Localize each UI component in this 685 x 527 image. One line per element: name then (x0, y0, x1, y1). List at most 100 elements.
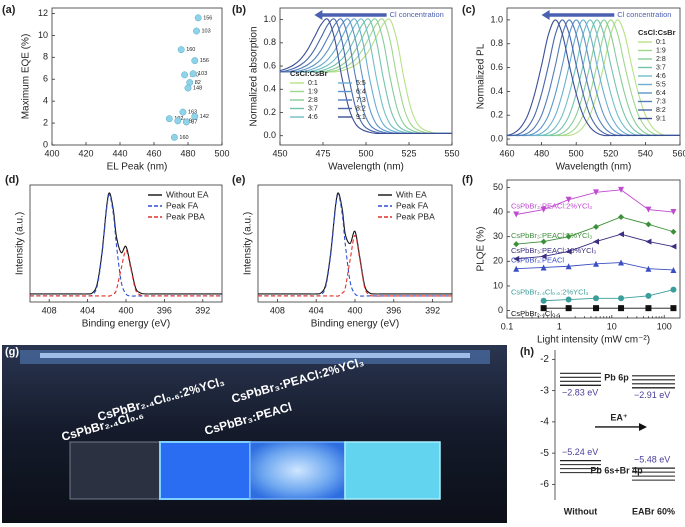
point-label: 148 (193, 85, 202, 91)
point (193, 27, 200, 35)
marker (593, 189, 600, 196)
point-label: 82 (195, 80, 201, 86)
plot-frame (506, 179, 681, 319)
marker (540, 297, 547, 304)
x-tick-label: 480 (180, 148, 195, 158)
point-label: 156 (203, 15, 212, 21)
y-tick-label: 20 (493, 256, 503, 266)
legend-label: 2:8 (656, 56, 666, 63)
panel-label: (e) (232, 174, 246, 186)
legend-label: 7:3 (656, 98, 666, 105)
point (184, 84, 192, 92)
point (194, 14, 202, 22)
marker (593, 238, 600, 245)
marker (670, 305, 677, 312)
legend-label: 8:2 (356, 105, 366, 112)
marker (670, 243, 677, 250)
y-axis-label: Intensity (a.u.) (15, 212, 26, 275)
x-tick-label: 392 (195, 305, 210, 315)
point-label: 87 (191, 119, 197, 125)
annotation-arrowhead (541, 10, 550, 20)
x-tick-label: 400 (118, 305, 133, 315)
x-tick-label: 540 (638, 148, 653, 158)
level-label: −5.24 eV (562, 447, 598, 457)
marker (645, 221, 652, 228)
x-axis-label: Wavelength (nm) (556, 162, 632, 173)
y-tick-label: 0.4 (490, 86, 503, 96)
x-tick-label: 404 (309, 305, 324, 315)
marker (618, 186, 625, 193)
y-tick-label: -6 (540, 479, 549, 490)
y-tick-label: 1.0 (263, 14, 276, 24)
level-label: −2.83 eV (562, 388, 598, 398)
y-axis-label: Normalized PL (476, 43, 487, 109)
slide (69, 441, 161, 500)
point-label: 103 (202, 28, 211, 34)
y-axis-label: PLQE (%) (476, 226, 487, 271)
x-tick-label: 400 (44, 148, 59, 158)
y-axis-label: Intensity (a.u.) (243, 212, 254, 275)
x-tick-label: 404 (80, 305, 95, 315)
annotation-arrowhead (314, 10, 323, 20)
series-label: CsPbBr₃:PEACl:10%YCl₃ (511, 246, 596, 255)
x-tick-label: 525 (401, 148, 416, 158)
legend-label: Peak PBA (396, 211, 435, 221)
y-tick-label: 12 (38, 8, 48, 18)
y-tick-label: 10 (493, 280, 503, 290)
panel-label: (a) (2, 4, 16, 16)
x-tick-label: 460 (146, 148, 161, 158)
marker (540, 264, 547, 271)
x-tick-label: 396 (386, 305, 401, 315)
marker (565, 196, 572, 203)
y-tick-label: -5 (540, 448, 549, 459)
point (191, 113, 199, 120)
point-label: 156 (200, 58, 209, 64)
marker (540, 253, 547, 260)
marker (670, 286, 677, 293)
marker (513, 211, 520, 218)
point (165, 115, 173, 123)
series-label: CsPbBr₃:PEACl:5%YCl₃ (511, 231, 592, 240)
x-axis-label: Light intensity (mW cm⁻²) (537, 335, 650, 346)
marker (618, 305, 625, 312)
y-tick-label: 0.0 (263, 130, 276, 140)
marker (618, 259, 625, 266)
plot-frame (506, 7, 681, 146)
y-axis-label: Maximum EQE (%) (21, 34, 32, 120)
y-tick-label: 0.8 (263, 37, 276, 47)
x-tick-label: 1 (557, 321, 562, 331)
marker (618, 231, 625, 238)
x-tick-label: 500 (358, 148, 373, 158)
x-tick-label: 500 (214, 148, 229, 158)
legend-label: 1:9 (656, 47, 666, 54)
series-line (30, 192, 222, 295)
series-label: CsPbBr₂.₄Cl₀.₆:2%YCl₃ (511, 288, 588, 297)
x-tick-label: 440 (112, 148, 127, 158)
point (179, 108, 187, 116)
x-tick-label: 475 (315, 148, 330, 158)
y-tick-label: 1.0 (490, 14, 503, 24)
x-axis-label: Wavelength (nm) (328, 162, 404, 173)
photo-panel: (g) CsPbBr₂.₄Cl₀.₆ CsPbBr₂.₄Cl₀.₆:2%YCl₃… (2, 345, 507, 523)
y-tick-label: 0.4 (263, 84, 276, 94)
legend-label: 6:4 (356, 88, 366, 95)
x-axis-label: Binding energy (eV) (82, 319, 170, 330)
series-line (258, 192, 452, 295)
panel-label: (h) (520, 346, 534, 358)
legend-label: 9:1 (356, 114, 366, 121)
x-tick-label: 0.1 (501, 321, 514, 331)
marker (670, 266, 677, 273)
annotation: Cl concentration (390, 10, 444, 19)
y-tick-label: 0.2 (263, 107, 276, 117)
x-tick-label: 520 (603, 148, 618, 158)
x-tick-label: 550 (444, 148, 459, 158)
x-tick-label: 408 (270, 305, 285, 315)
x-tick-label: 500 (569, 148, 584, 158)
y-tick-label: 50 (493, 182, 503, 192)
x-axis-label: Binding energy (eV) (311, 319, 399, 330)
x-tick-label: 10 (607, 321, 617, 331)
x-axis-label: EL Peak (nm) (107, 162, 168, 173)
legend-label: 3:7 (308, 105, 318, 112)
series-label: CsPbBr₃:PEACl:2%YCl₃ (511, 201, 592, 210)
marker (593, 223, 600, 230)
